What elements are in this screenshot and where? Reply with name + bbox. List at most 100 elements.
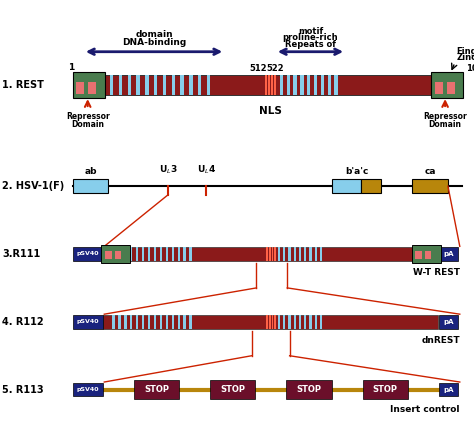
- Text: Finger: Finger: [456, 47, 474, 56]
- Bar: [76, 82, 84, 94]
- Text: motif: motif: [298, 27, 323, 36]
- Bar: [189, 247, 191, 261]
- Text: DNA-binding: DNA-binding: [122, 38, 186, 47]
- Text: 522: 522: [266, 64, 284, 73]
- Bar: [154, 315, 156, 329]
- Bar: [299, 247, 301, 261]
- Bar: [160, 247, 162, 261]
- Bar: [288, 247, 291, 261]
- Bar: [130, 247, 132, 261]
- Bar: [124, 247, 127, 261]
- Bar: [283, 315, 285, 329]
- Text: 2. HSV-1(F): 2. HSV-1(F): [2, 181, 64, 191]
- Text: pSV40: pSV40: [77, 251, 100, 257]
- Bar: [439, 383, 458, 396]
- Text: Zinc: Zinc: [456, 53, 474, 62]
- Bar: [119, 75, 122, 95]
- Bar: [320, 247, 322, 261]
- Bar: [304, 315, 307, 329]
- Bar: [183, 247, 186, 261]
- Bar: [163, 75, 166, 95]
- Bar: [299, 315, 301, 329]
- Bar: [272, 315, 273, 329]
- Bar: [283, 247, 285, 261]
- Bar: [172, 247, 174, 261]
- Bar: [274, 75, 276, 95]
- Text: NLS: NLS: [259, 106, 282, 116]
- Text: W-T REST: W-T REST: [413, 268, 460, 277]
- Bar: [177, 247, 180, 261]
- Bar: [136, 247, 138, 261]
- Bar: [412, 179, 448, 193]
- Bar: [154, 247, 156, 261]
- Text: 5. R113: 5. R113: [2, 385, 44, 395]
- Bar: [73, 179, 108, 193]
- Bar: [280, 75, 283, 95]
- Text: 3.R111: 3.R111: [2, 249, 41, 259]
- Bar: [101, 245, 130, 263]
- Text: Repressor: Repressor: [423, 112, 467, 121]
- Bar: [266, 247, 268, 261]
- Bar: [293, 247, 296, 261]
- Bar: [115, 251, 121, 259]
- Bar: [154, 75, 157, 95]
- Text: 1096: 1096: [466, 64, 474, 73]
- Text: domain: domain: [135, 30, 173, 39]
- Bar: [118, 315, 120, 329]
- Bar: [310, 315, 312, 329]
- Bar: [293, 75, 297, 95]
- Bar: [271, 75, 273, 95]
- Bar: [335, 75, 338, 95]
- Bar: [105, 251, 112, 259]
- Bar: [288, 315, 291, 329]
- Text: pA: pA: [443, 319, 454, 325]
- Bar: [286, 75, 290, 95]
- Bar: [304, 247, 307, 261]
- Bar: [269, 315, 271, 329]
- Text: 1. REST: 1. REST: [2, 80, 44, 90]
- Bar: [328, 75, 331, 95]
- Text: ca: ca: [424, 167, 436, 176]
- Bar: [92, 75, 96, 95]
- Bar: [310, 247, 312, 261]
- Bar: [266, 315, 268, 329]
- Bar: [73, 75, 462, 95]
- Text: STOP: STOP: [297, 385, 321, 394]
- Bar: [439, 247, 458, 261]
- Bar: [73, 315, 103, 329]
- Bar: [110, 75, 113, 95]
- Bar: [198, 75, 201, 95]
- Bar: [300, 75, 303, 95]
- Text: b'a'c: b'a'c: [345, 167, 368, 176]
- Text: Repressor: Repressor: [66, 112, 109, 121]
- Bar: [435, 82, 443, 94]
- Text: 4. R112: 4. R112: [2, 317, 44, 327]
- Bar: [268, 75, 270, 95]
- Text: Insert control: Insert control: [390, 405, 460, 414]
- Bar: [361, 179, 381, 193]
- Bar: [307, 75, 310, 95]
- Bar: [320, 315, 322, 329]
- Bar: [210, 380, 255, 399]
- Bar: [183, 315, 186, 329]
- Bar: [103, 315, 438, 329]
- Text: pA: pA: [443, 251, 454, 257]
- Bar: [165, 315, 168, 329]
- Text: 512: 512: [249, 64, 267, 73]
- Bar: [160, 315, 162, 329]
- Bar: [112, 247, 115, 261]
- Bar: [148, 315, 150, 329]
- Text: Domain: Domain: [428, 120, 462, 129]
- Bar: [73, 383, 103, 396]
- Bar: [136, 315, 138, 329]
- Bar: [439, 315, 458, 329]
- Bar: [321, 75, 324, 95]
- Bar: [134, 380, 179, 399]
- Text: pSV40: pSV40: [77, 387, 100, 392]
- Bar: [103, 247, 438, 261]
- Bar: [278, 247, 280, 261]
- Bar: [278, 315, 280, 329]
- Bar: [447, 82, 455, 94]
- Bar: [130, 315, 132, 329]
- Bar: [425, 251, 431, 259]
